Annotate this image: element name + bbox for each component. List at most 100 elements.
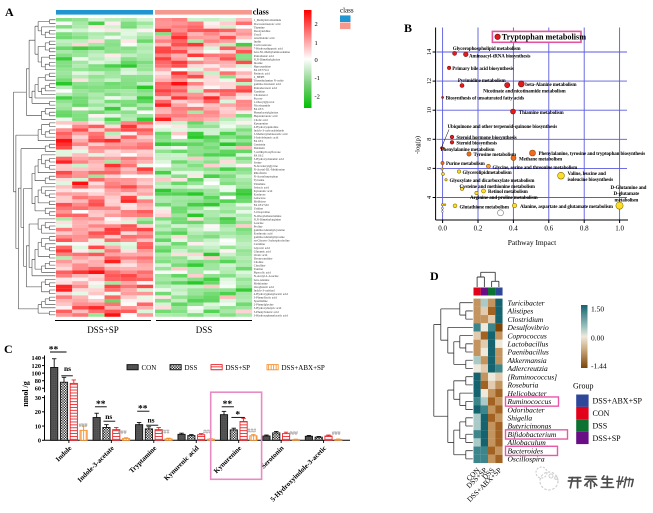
svg-text:beta-Alanine metabolism: beta-Alanine metabolism bbox=[525, 83, 577, 88]
svg-text:Glycine, serine and threonine: Glycine, serine and threonine metabolism bbox=[493, 166, 579, 171]
svg-text:120: 120 bbox=[32, 363, 41, 370]
svg-text:class: class bbox=[253, 8, 269, 17]
svg-text:Inosine: Inosine bbox=[254, 61, 263, 65]
svg-text:Ruminococcus: Ruminococcus bbox=[507, 397, 552, 406]
svg-text:Pantothenic acid: Pantothenic acid bbox=[254, 54, 274, 58]
svg-text:**: ** bbox=[223, 400, 233, 410]
svg-text:3-Phenyllactic acid: 3-Phenyllactic acid bbox=[254, 296, 278, 300]
svg-text:D-Glutamine and: D-Glutamine and bbox=[611, 186, 647, 191]
svg-text:5-Methoxyindoleacetic acid: 5-Methoxyindoleacetic acid bbox=[254, 132, 288, 136]
svg-text:Carnitine: Carnitine bbox=[254, 242, 266, 246]
svg-text:Indole-3-carboxaldehyde: Indole-3-carboxaldehyde bbox=[254, 128, 285, 132]
svg-text:N,N-Dimethylglycine: N,N-Dimethylglycine bbox=[254, 57, 281, 62]
svg-text:14: 14 bbox=[426, 48, 433, 55]
svg-text:10: 10 bbox=[35, 423, 41, 430]
svg-text:DSS: DSS bbox=[185, 364, 198, 372]
svg-text:Adlercreutzia: Adlercreutzia bbox=[507, 364, 549, 373]
svg-text:C: C bbox=[4, 342, 13, 356]
svg-text:Tyrosine metabolism: Tyrosine metabolism bbox=[474, 153, 517, 158]
svg-text:**: ** bbox=[49, 345, 59, 355]
svg-text:Xanthine: Xanthine bbox=[254, 89, 266, 93]
svg-text:Retinoic acid: Retinoic acid bbox=[254, 72, 270, 76]
svg-text:0.2: 0.2 bbox=[474, 225, 483, 233]
svg-text:Kynurenic acid: Kynurenic acid bbox=[163, 444, 201, 482]
svg-text:Uridine: Uridine bbox=[254, 207, 264, 211]
svg-text:Spermidine: Spermidine bbox=[254, 299, 268, 303]
svg-text:FA 18:2+2O: FA 18:2+2O bbox=[254, 203, 270, 207]
svg-text:Roseburia: Roseburia bbox=[507, 381, 539, 390]
svg-text:1.50: 1.50 bbox=[591, 305, 604, 314]
svg-text:beta-Alanine: beta-Alanine bbox=[254, 278, 270, 282]
svg-text:beta-N1-Methylaminoadenine: beta-N1-Methylaminoadenine bbox=[254, 50, 291, 54]
svg-text:Helicobacter: Helicobacter bbox=[507, 389, 547, 398]
svg-text:Kynurenine: Kynurenine bbox=[212, 444, 243, 475]
svg-text:DSS+ABX+SP: DSS+ABX+SP bbox=[282, 364, 325, 372]
svg-text:Oxoglutaric acid: Oxoglutaric acid bbox=[254, 285, 275, 289]
svg-text:D: D bbox=[430, 269, 439, 283]
svg-text:ns: ns bbox=[105, 412, 112, 421]
svg-text:Ubiquinone and other terpenoid: Ubiquinone and other terpenoid-quinone b… bbox=[448, 125, 558, 130]
svg-text:Pentadecanoic acid: Pentadecanoic acid bbox=[254, 86, 278, 90]
svg-text:7-Hydroxyhippuric acid: 7-Hydroxyhippuric acid bbox=[254, 47, 283, 51]
svg-text:Choline: Choline bbox=[254, 260, 264, 264]
svg-text:###: ### bbox=[203, 430, 212, 436]
svg-text:Kynurenic acid: Kynurenic acid bbox=[254, 189, 273, 193]
svg-text:###: ### bbox=[79, 423, 88, 429]
svg-text:Heptadecanoic acid: Heptadecanoic acid bbox=[254, 114, 278, 118]
svg-text:Clostridium: Clostridium bbox=[508, 315, 544, 324]
svg-text:N,N-Dimethylarginine: N,N-Dimethylarginine bbox=[254, 217, 282, 222]
svg-text:Pyrimidine metabolism: Pyrimidine metabolism bbox=[458, 79, 507, 84]
svg-text:metabolism: metabolism bbox=[615, 199, 640, 204]
svg-text:Serotonin: Serotonin bbox=[259, 444, 285, 470]
svg-text:Glycerolipidmetabolism: Glycerolipidmetabolism bbox=[463, 171, 513, 176]
svg-text:Pipecolic acid: Pipecolic acid bbox=[254, 271, 271, 275]
svg-text:Bacteroides: Bacteroides bbox=[508, 446, 544, 455]
svg-text:Thymine: Thymine bbox=[254, 25, 265, 29]
svg-text:Cysteine and methionine metabo: Cysteine and methionine metabolism bbox=[460, 185, 536, 190]
svg-text:Glycerophospholipid metabolism: Glycerophospholipid metabolism bbox=[453, 47, 522, 52]
svg-text:N-Acetyl-DL-Methionine: N-Acetyl-DL-Methionine bbox=[254, 168, 286, 172]
svg-text:Indole-3-acetate: Indole-3-acetate bbox=[76, 444, 116, 484]
svg-text:Tyrosine: Tyrosine bbox=[254, 178, 265, 182]
svg-text:7,4-Dihydroxyflavone: 7,4-Dihydroxyflavone bbox=[254, 150, 281, 155]
svg-text:###: ### bbox=[332, 431, 341, 437]
svg-text:2-Phenylglycine: 2-Phenylglycine bbox=[254, 303, 274, 307]
svg-text:12: 12 bbox=[426, 78, 433, 85]
svg-text:1_Methylnicotinamide: 1_Methylnicotinamide bbox=[254, 18, 282, 22]
svg-text:Taurine: Taurine bbox=[254, 267, 264, 271]
svg-text:sn-Glycero-3-phosphocholine: sn-Glycero-3-phosphocholine bbox=[254, 239, 290, 243]
svg-text:1.0: 1.0 bbox=[615, 225, 624, 233]
svg-text:2_HEPE: 2_HEPE bbox=[254, 75, 265, 79]
svg-text:Kynurenine: Kynurenine bbox=[254, 121, 269, 125]
svg-text:Butyricimonas: Butyricimonas bbox=[508, 422, 552, 431]
svg-text:Hypoxanthine: Hypoxanthine bbox=[254, 64, 272, 68]
svg-text:Glutathione metabolism: Glutathione metabolism bbox=[460, 206, 510, 211]
svg-text:Primary bile acid biosynthesis: Primary bile acid biosynthesis bbox=[452, 67, 513, 72]
svg-text:Steroid biosynthesis: Steroid biosynthesis bbox=[456, 142, 497, 147]
svg-text:Riboflavin: Riboflavin bbox=[254, 171, 267, 175]
svg-text:2: 2 bbox=[315, 21, 318, 28]
svg-text:ns: ns bbox=[64, 364, 71, 373]
svg-text:Akkermansia: Akkermansia bbox=[507, 356, 547, 365]
svg-text:3-Indolebutyric acid: 3-Indolebutyric acid bbox=[254, 136, 279, 140]
svg-text:Arachidonic acid: Arachidonic acid bbox=[254, 36, 275, 40]
svg-text:0.0: 0.0 bbox=[438, 225, 447, 233]
svg-text:Serine: Serine bbox=[254, 160, 262, 164]
svg-text:Deoxycarnitine: Deoxycarnitine bbox=[254, 256, 273, 260]
svg-text:Aminoacyl-tRNA biosynthesis: Aminoacyl-tRNA biosynthesis bbox=[469, 54, 530, 59]
svg-text:Purine metabolism: Purine metabolism bbox=[446, 162, 486, 167]
svg-text:gamma-Glutamylcysteine: gamma-Glutamylcysteine bbox=[254, 228, 286, 232]
svg-text:1: 1 bbox=[315, 40, 318, 47]
svg-text:Odoribacter: Odoribacter bbox=[508, 405, 545, 414]
svg-text:Biosynthesis of unsaturated fa: Biosynthesis of unsaturated fatty acids bbox=[446, 97, 524, 102]
svg-text:Citrulline: Citrulline bbox=[254, 264, 266, 268]
svg-text:FA 18:2: FA 18:2 bbox=[254, 153, 264, 157]
svg-text:100: 100 bbox=[32, 370, 41, 377]
svg-text:Erythrose: Erythrose bbox=[254, 192, 266, 196]
svg-text:Methane metabolism: Methane metabolism bbox=[519, 158, 563, 163]
svg-text:3-Hydroxycinnamic acid: 3-Hydroxycinnamic acid bbox=[254, 157, 284, 161]
svg-text:DSS+SP: DSS+SP bbox=[87, 325, 119, 335]
svg-text:Group: Group bbox=[573, 382, 593, 391]
svg-text:Steroid hormone biosynthesis: Steroid hormone biosynthesis bbox=[456, 136, 516, 141]
svg-text:**: ** bbox=[96, 400, 106, 410]
